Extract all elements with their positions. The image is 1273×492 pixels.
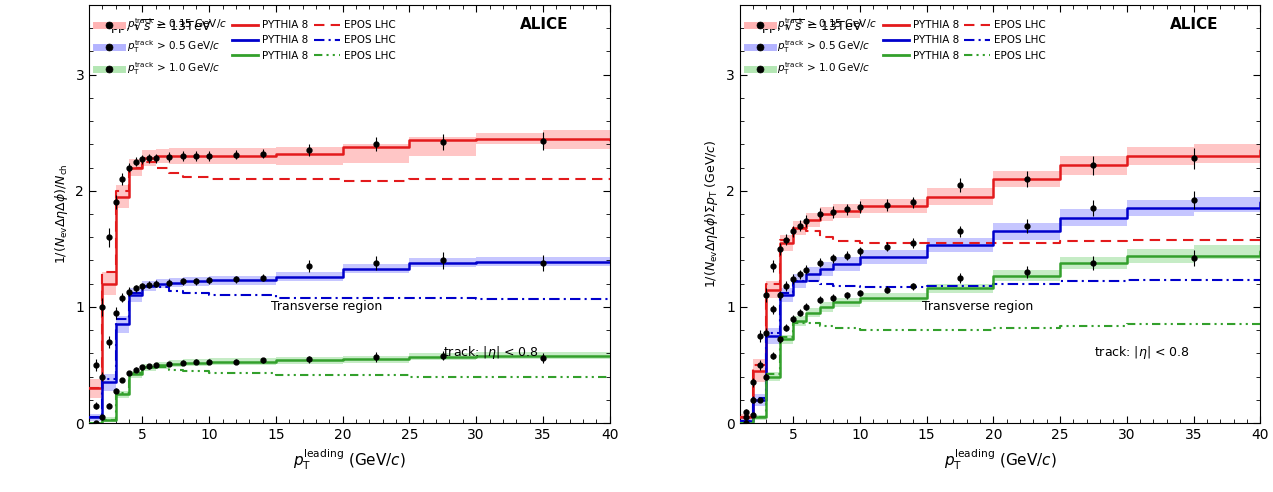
Text: pp, $\sqrt{s}$ = 13TeV: pp, $\sqrt{s}$ = 13TeV [109, 17, 211, 36]
Text: ALICE: ALICE [1170, 17, 1218, 32]
Text: Transverse region: Transverse region [922, 300, 1034, 313]
Legend: $p_\mathrm{T}^\mathrm{track}$ > 0.15 GeV/$c$, $p_\mathrm{T}^\mathrm{track}$ > 0.: $p_\mathrm{T}^\mathrm{track}$ > 0.15 GeV… [745, 14, 1049, 79]
Text: pp, $\sqrt{s}$ = 13TeV: pp, $\sqrt{s}$ = 13TeV [760, 17, 862, 36]
Text: track: $|\eta|$ < 0.8: track: $|\eta|$ < 0.8 [1094, 344, 1189, 361]
Text: Transverse region: Transverse region [271, 300, 383, 313]
Y-axis label: $1/(N_\mathrm{ev}\Delta\eta\Delta\phi)/N_\mathrm{ch}$: $1/(N_\mathrm{ev}\Delta\eta\Delta\phi)/N… [52, 164, 70, 264]
Text: ALICE: ALICE [519, 17, 568, 32]
Y-axis label: $1/(N_\mathrm{ev}\Delta\eta\Delta\phi)\Sigma p_\mathrm{T}$ (GeV/$c$): $1/(N_\mathrm{ev}\Delta\eta\Delta\phi)\S… [704, 140, 721, 288]
Legend: $p_\mathrm{T}^\mathrm{track}$ > 0.15 GeV/$c$, $p_\mathrm{T}^\mathrm{track}$ > 0.: $p_\mathrm{T}^\mathrm{track}$ > 0.15 GeV… [94, 14, 397, 79]
Text: track: $|\eta|$ < 0.8: track: $|\eta|$ < 0.8 [443, 344, 538, 361]
X-axis label: $p_\mathrm{T}^\mathrm{leading}$ (GeV/$c$): $p_\mathrm{T}^\mathrm{leading}$ (GeV/$c$… [293, 448, 406, 472]
X-axis label: $p_\mathrm{T}^\mathrm{leading}$ (GeV/$c$): $p_\mathrm{T}^\mathrm{leading}$ (GeV/$c$… [943, 448, 1057, 472]
